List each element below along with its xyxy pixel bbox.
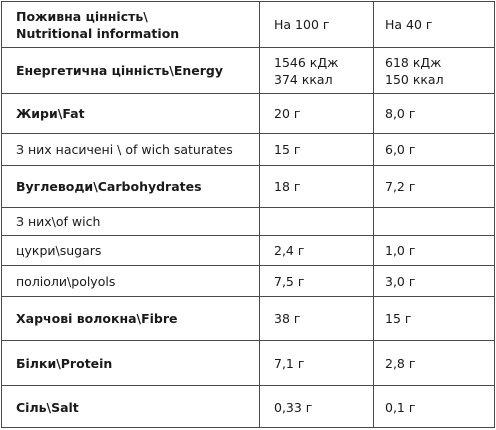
value-text: 3,0 г [385, 273, 416, 289]
row-value-per-100g: 2,4 г [274, 236, 374, 265]
row-label-sugars: цукри\sugars [16, 236, 256, 265]
value-text: 38 г [274, 311, 301, 326]
value-text: 150 ккал [385, 71, 444, 87]
row-value-per-40g: 1,0 г [385, 236, 485, 265]
header-per-100g: На 100 г [274, 2, 374, 47]
value-text: 8,0 г [385, 106, 416, 121]
row-value-per-40g [385, 208, 485, 235]
table-row-fat: Жири\Fat 20 г 8,0 г [2, 93, 494, 133]
row-label-fat: Жири\Fat [16, 94, 256, 133]
row-value-per-40g: 7,2 г [385, 166, 485, 207]
row-label-text: Білки\Protein [16, 355, 113, 371]
row-label-text: Енергетична цінність\Energy [16, 63, 224, 78]
row-label-saturates: З них насичені \ of wich saturates [16, 134, 256, 165]
header-per-40g: На 40 г [385, 2, 485, 47]
value-text: 1,0 г [385, 243, 416, 258]
row-value-per-100g [274, 208, 374, 235]
table-row-saturates: З них насичені \ of wich saturates 15 г 6,… [2, 133, 494, 165]
row-label-of-which: З них\of wich [16, 208, 256, 235]
row-label-salt: Сіль\Salt [16, 386, 256, 429]
row-value-per-40g: 3,0 г [385, 266, 485, 296]
value-text: 15 г [274, 142, 301, 157]
column-divider-1 [259, 2, 260, 427]
header-title-line2: Nutritional information [16, 25, 180, 41]
value-text: 7,5 г [274, 273, 305, 289]
row-label-text: Харчові волокна\Fibre [16, 311, 178, 326]
value-text: 2,4 г [274, 243, 305, 258]
row-label-energy: Енергетична цінність\Energy [16, 48, 256, 93]
row-value-per-40g: 8,0 г [385, 94, 485, 133]
row-value-per-40g: 6,0 г [385, 134, 485, 165]
header-title: Поживна цінність\ Nutritional informatio… [16, 2, 256, 47]
header-per-40g-label: На 40 г [385, 17, 433, 32]
table-row-polyols: поліоли\polyols 7,5 г 3,0 г [2, 265, 494, 296]
table-row-sugars: цукри\sugars 2,4 г 1,0 г [2, 235, 494, 265]
value-text: 15 г [385, 311, 412, 326]
value-text: 0,1 г [385, 400, 416, 415]
value-text: 6,0 г [385, 142, 416, 157]
value-text: 2,8 г [385, 355, 416, 371]
row-label-text: поліоли\polyols [16, 273, 116, 289]
row-label-text: З них\of wich [16, 214, 101, 229]
row-value-per-100g: 1546 кДж 374 ккал [274, 48, 374, 93]
row-value-per-100g: 18 г [274, 166, 374, 207]
table-row-carbohydrates: Вуглеводи\Carbohydrates 18 г 7,2 г [2, 165, 494, 207]
row-value-per-40g: 618 кДж 150 ккал [385, 48, 485, 93]
value-text: 618 кДж [385, 54, 442, 70]
row-value-per-40g: 2,8 г [385, 341, 485, 385]
row-value-per-100g: 38 г [274, 297, 374, 340]
value-text: 0,33 г [274, 400, 313, 415]
value-text: 20 г [274, 106, 301, 121]
header-per-100g-label: На 100 г [274, 17, 330, 32]
row-label-polyols: поліоли\polyols [16, 266, 256, 296]
table-row-of-which: З них\of wich [2, 207, 494, 235]
row-value-per-100g: 7,5 г [274, 266, 374, 296]
value-text: 1546 кДж [274, 54, 339, 70]
value-text: 374 ккал [274, 71, 333, 87]
value-text: 7,2 г [385, 179, 416, 194]
header-title-line1: Поживна цінність\ [16, 8, 148, 24]
row-value-per-100g: 15 г [274, 134, 374, 165]
value-text: 7,1 г [274, 355, 305, 371]
row-value-per-100g: 20 г [274, 94, 374, 133]
row-value-per-40g: 0,1 г [385, 386, 485, 429]
row-label-text: Жири\Fat [16, 106, 85, 121]
header-row: Поживна цінність\ Nutritional informatio… [2, 2, 494, 47]
table-row-energy: Енергетична цінність\Energy 1546 кДж 374 к… [2, 47, 494, 93]
row-label-text: З них насичені \ of wich saturates [16, 142, 233, 157]
row-label-text: Вуглеводи\Carbohydrates [16, 179, 202, 194]
row-label-text: Сіль\Salt [16, 400, 79, 415]
row-label-fibre: Харчові волокна\Fibre [16, 297, 256, 340]
table-row-protein: Білки\Protein 7,1 г 2,8 г [2, 340, 494, 385]
column-divider-2 [373, 2, 374, 427]
table-row-salt: Сіль\Salt 0,33 г 0,1 г [2, 385, 494, 429]
row-label-protein: Білки\Protein [16, 341, 256, 385]
row-value-per-100g: 0,33 г [274, 386, 374, 429]
row-label-carbohydrates: Вуглеводи\Carbohydrates [16, 166, 256, 207]
table-row-fibre: Харчові волокна\Fibre 38 г 15 г [2, 296, 494, 340]
value-text: 18 г [274, 179, 301, 194]
row-value-per-100g: 7,1 г [274, 341, 374, 385]
row-label-text: цукри\sugars [16, 243, 102, 258]
row-value-per-40g: 15 г [385, 297, 485, 340]
